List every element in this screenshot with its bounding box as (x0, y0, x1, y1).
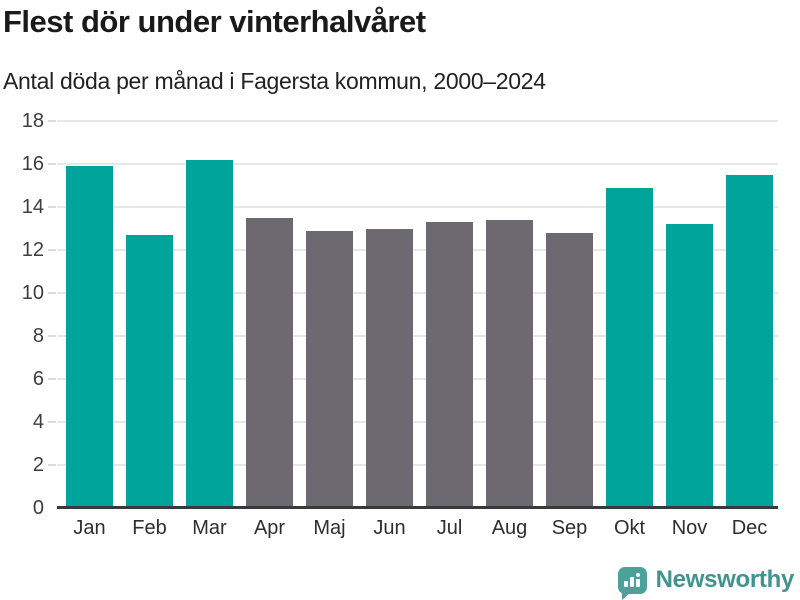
y-tick-8 (48, 335, 56, 337)
bar-sep (546, 232, 593, 508)
y-axis-labels: 0 2 4 6 8 10 12 14 16 18 (0, 111, 44, 518)
x-axis-label-jul: Jul (436, 517, 463, 539)
y-tick-14 (48, 206, 56, 208)
x-axis-label-dec: Dec (731, 517, 768, 539)
bar-mar (186, 159, 233, 508)
y-tick-16 (48, 163, 56, 165)
y-tick-4 (48, 421, 56, 423)
x-axis-labels: Jan Feb Mar Apr Maj Jun Jul Aug Sep Okt Nov Dec (57, 517, 778, 540)
bar-aug (486, 219, 533, 508)
gridline-2 (57, 464, 778, 467)
gridline-4 (57, 421, 778, 424)
bar-series (57, 121, 778, 508)
newsworthy-logo[interactable]: Newsworthy (617, 566, 795, 600)
x-axis-label-mar: Mar (192, 517, 227, 539)
x-axis-label-aug: Aug (491, 517, 528, 539)
gridline-18 (57, 120, 778, 122)
chart-subtitle: Antal döda per månad i Fagersta kommun, … (3, 68, 546, 94)
gridline-10 (57, 292, 778, 294)
bar-jul (426, 222, 473, 508)
y-tick-6 (48, 378, 56, 380)
x-axis-label-okt: Okt (613, 517, 646, 539)
y-axis-label-4: 4 (32, 411, 44, 434)
y-axis-label-18: 18 (21, 110, 44, 132)
y-axis-label-2: 2 (32, 454, 44, 477)
x-axis-label-apr: Apr (253, 517, 286, 539)
gridline-16 (57, 163, 778, 166)
y-axis-label-6: 6 (32, 368, 44, 391)
bar-apr (246, 217, 293, 508)
x-axis-label-jun: Jun (373, 517, 406, 539)
gridline-6 (57, 378, 778, 381)
y-tick-12 (48, 249, 56, 251)
bar-feb (126, 234, 173, 508)
x-axis-label-nov: Nov (671, 517, 708, 539)
x-axis-label-jan: Jan (73, 517, 106, 539)
x-axis-label-feb: Feb (132, 517, 167, 539)
bar-chart-speech-bubble-icon (617, 566, 647, 600)
y-axis-label-10: 10 (21, 282, 44, 304)
y-axis-label-8: 8 (32, 325, 44, 348)
y-tick-10 (48, 292, 56, 294)
bar-maj (306, 230, 353, 508)
y-axis-label-14: 14 (21, 196, 44, 218)
bar-dec (726, 174, 773, 508)
bar-jun (366, 228, 413, 508)
logo-wordmark: Newsworthy (655, 566, 795, 593)
gridline-14 (57, 206, 778, 208)
plot-area (57, 120, 778, 509)
chart-title: Flest dör under vinterhalvåret (3, 4, 426, 39)
y-axis-label-0: 0 (32, 497, 44, 519)
bar-nov (666, 224, 713, 508)
x-axis-label-maj: Maj (313, 517, 346, 539)
y-axis-label-16: 16 (21, 153, 44, 176)
bar-jan (66, 166, 113, 508)
y-tick-2 (48, 464, 56, 466)
gridline-12 (57, 249, 778, 252)
x-axis-label-sep: Sep (551, 517, 588, 539)
y-axis-label-12: 12 (21, 239, 44, 262)
bar-okt (606, 187, 653, 508)
x-axis-line (57, 506, 778, 509)
y-tick-18 (48, 120, 56, 122)
gridline-8 (57, 335, 778, 338)
